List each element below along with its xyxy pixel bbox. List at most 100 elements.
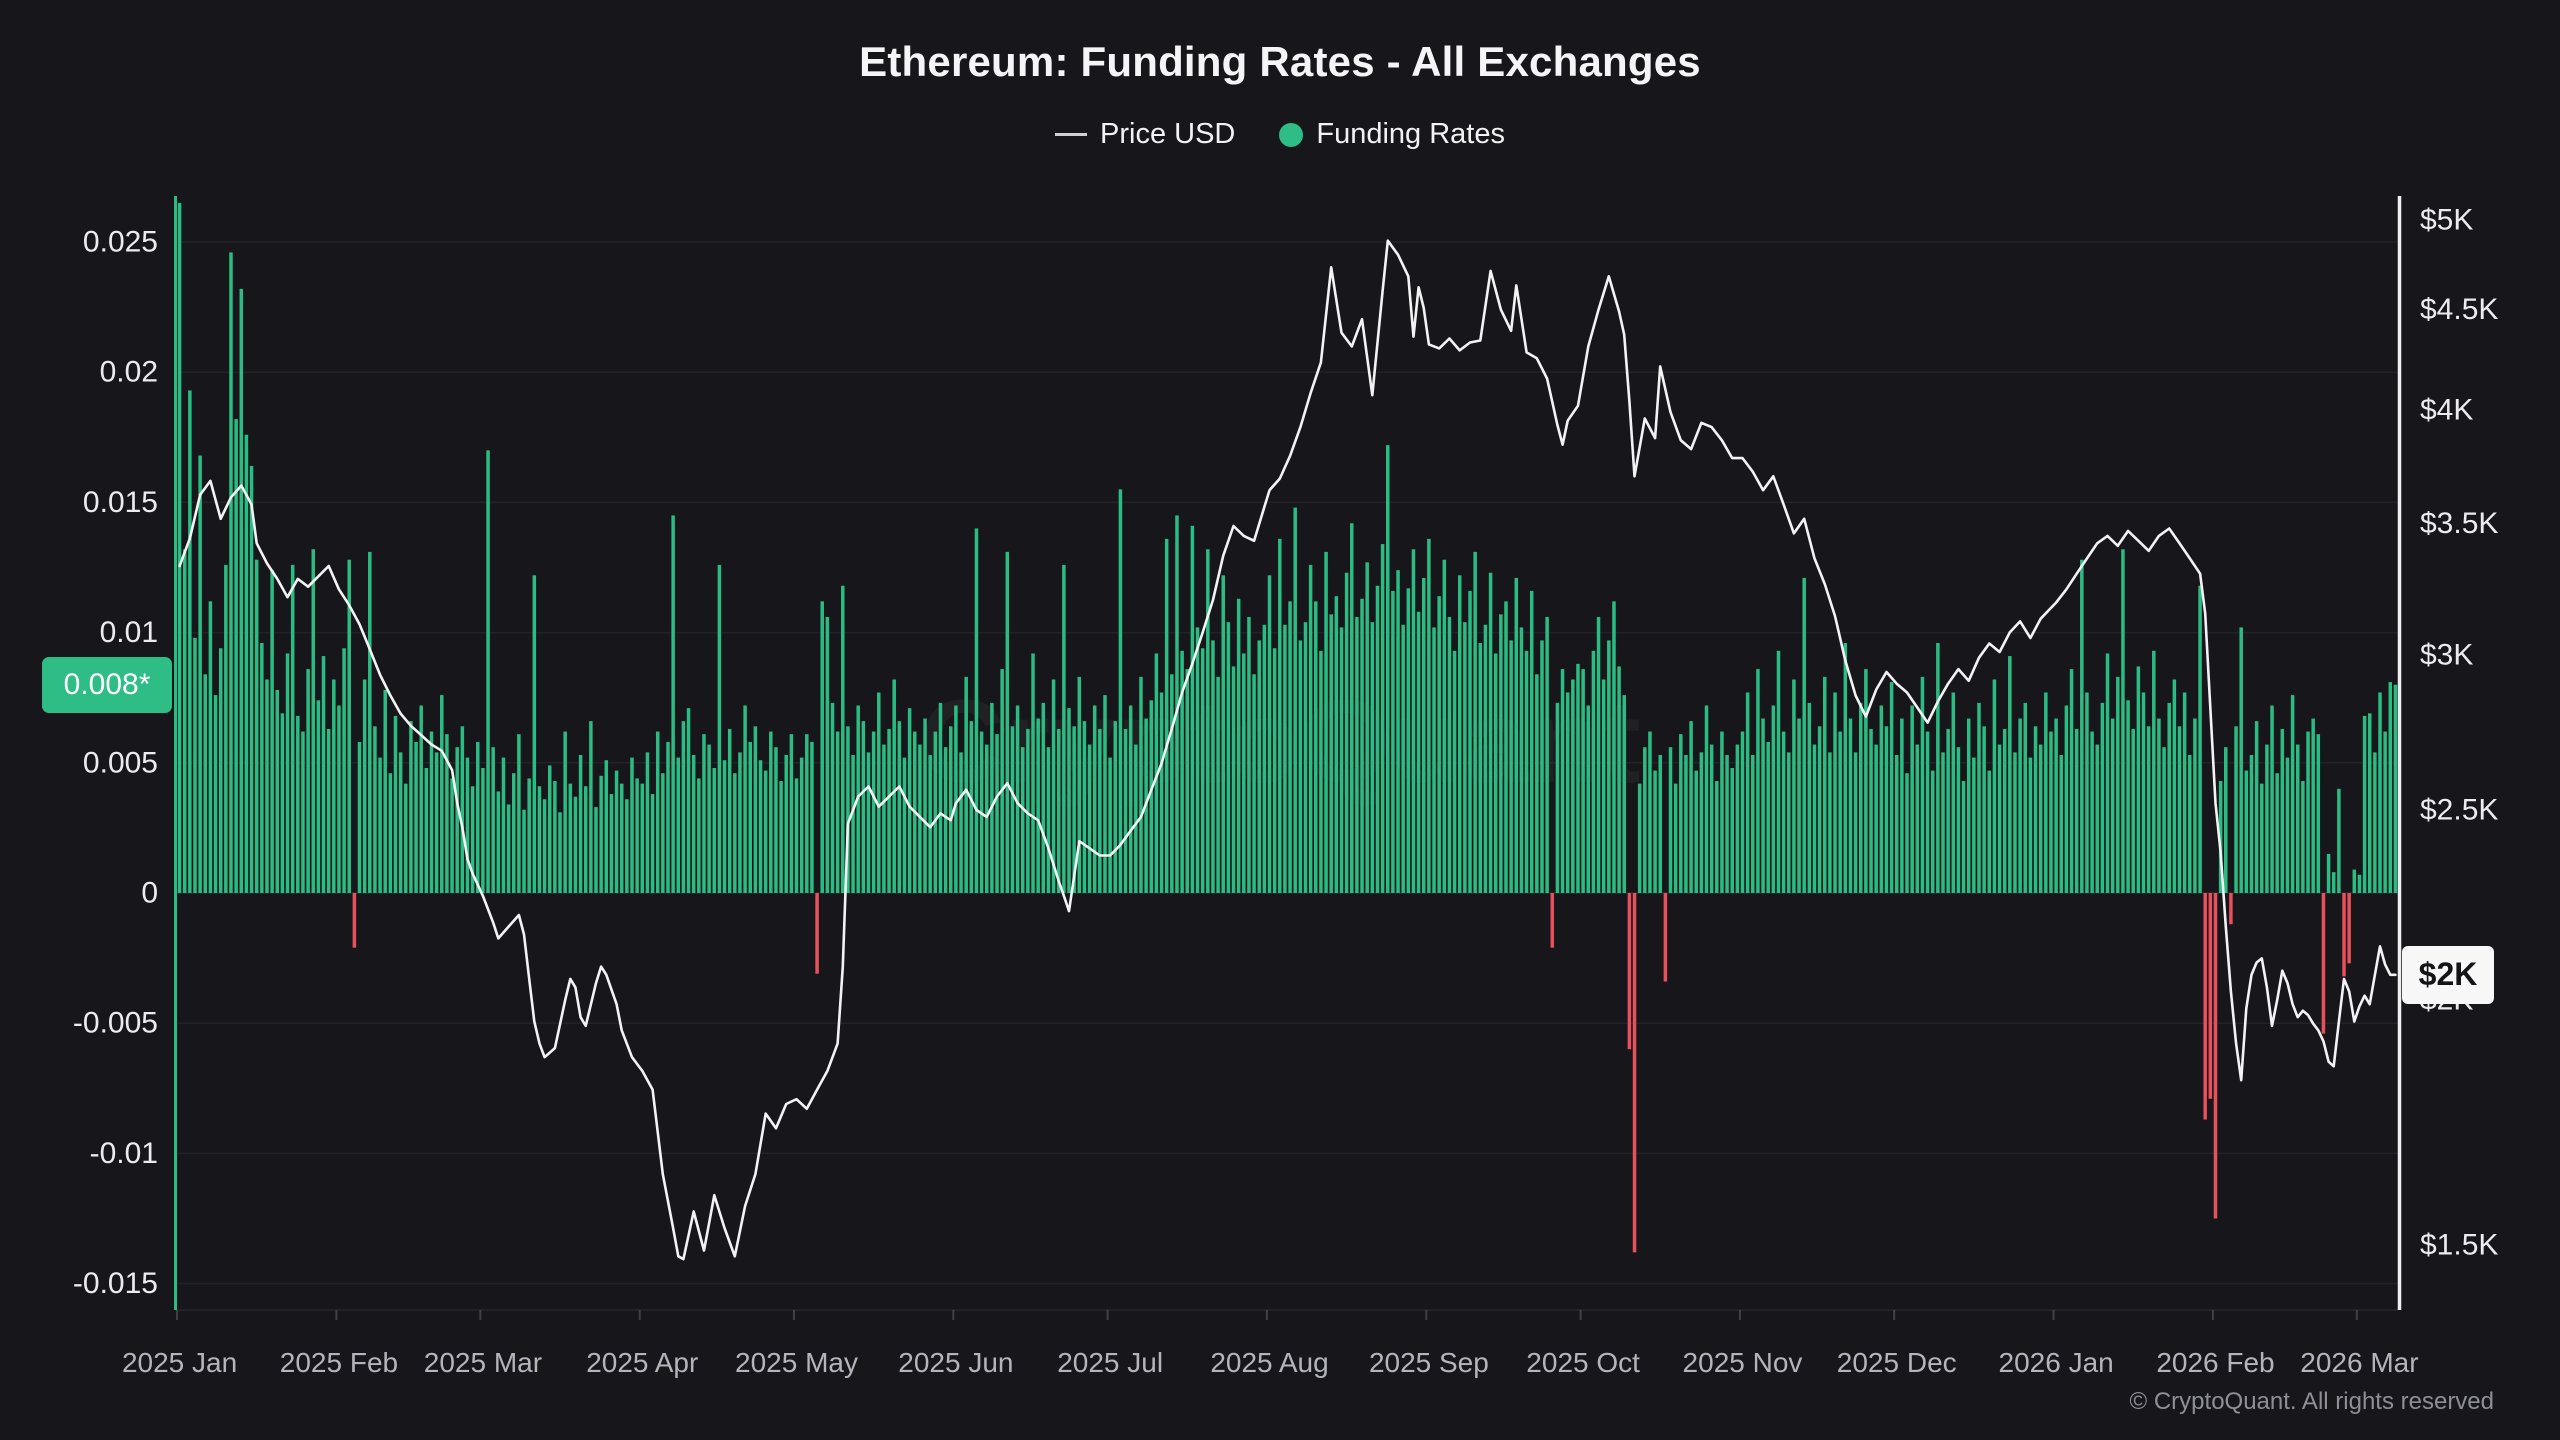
funding-bar [969, 721, 974, 893]
funding-bar [1473, 551, 1477, 893]
funding-bar [655, 731, 660, 893]
funding-bar [2018, 718, 2022, 893]
funding-bar [2213, 893, 2218, 1219]
funding-bar [897, 721, 902, 893]
funding-bar [2105, 653, 2110, 893]
funding-bar [789, 734, 794, 893]
funding-bar [501, 757, 506, 893]
funding-bar [1761, 718, 1765, 893]
copyright-text: © CryptoQuant. All rights reserved [2129, 1388, 2495, 1415]
left-axis-label: 0.005 [83, 746, 158, 779]
funding-bar [949, 726, 953, 893]
funding-bar [1920, 676, 1925, 893]
funding-bar [1303, 622, 1308, 893]
funding-bar [2367, 713, 2372, 893]
funding-bar [1828, 752, 1832, 893]
funding-bar [537, 786, 542, 893]
funding-bar [861, 721, 866, 893]
funding-bar [2131, 728, 2135, 893]
funding-bar [2141, 692, 2146, 893]
funding-bar [1869, 728, 1873, 893]
funding-bar [311, 549, 315, 893]
funding-bar [1936, 643, 1940, 893]
funding-bar [1617, 666, 1621, 893]
funding-bar [1015, 705, 1020, 893]
funding-bar [1951, 692, 1956, 893]
funding-bar [1247, 616, 1251, 893]
funding-bar [2383, 731, 2387, 893]
funding-bar [1781, 731, 1786, 893]
funding-bar [1360, 598, 1364, 893]
funding-bar [1180, 650, 1184, 893]
funding-bar [1751, 754, 1755, 893]
funding-bar [1355, 616, 1359, 893]
funding-bar [1036, 718, 1040, 893]
funding-bar [877, 692, 881, 893]
legend-item-funding-rates[interactable]: Funding Rates [1279, 118, 1505, 151]
funding-bar [892, 679, 896, 893]
funding-bar [1545, 616, 1549, 893]
funding-bar [830, 702, 835, 893]
funding-bar [923, 718, 927, 893]
funding-bar [1427, 538, 1431, 893]
funding-bar [666, 741, 670, 893]
funding-bar [527, 778, 531, 893]
funding-bar [2249, 754, 2254, 893]
funding-bar [1005, 551, 1010, 893]
funding-bar [1463, 622, 1467, 893]
funding-bar [321, 656, 326, 893]
funding-bar [563, 731, 567, 893]
funding-bar [326, 728, 331, 893]
funding-bar [820, 601, 824, 893]
funding-bar [1699, 752, 1704, 893]
funding-bar [1956, 747, 1961, 893]
funding-bar [1185, 669, 1189, 893]
funding-bar [1396, 570, 1400, 893]
funding-bar [1997, 744, 2002, 893]
funding-bar [1596, 616, 1601, 893]
funding-bar [2157, 718, 2161, 893]
funding-bar [794, 778, 799, 893]
funding-bar [1267, 575, 1272, 893]
funding-bar [1900, 718, 1904, 893]
funding-bar [738, 752, 742, 893]
funding-bar [352, 893, 357, 948]
funding-bar [409, 721, 413, 893]
funding-bar [198, 455, 202, 893]
funding-bar [1591, 650, 1596, 893]
legend-item-price-usd[interactable]: Price USD [1055, 118, 1235, 151]
funding-bar [1612, 601, 1616, 893]
funding-bar [2008, 656, 2012, 893]
funding-bar [1098, 728, 1102, 893]
funding-bar [630, 757, 634, 893]
right-axis-label: $4K [2420, 393, 2473, 426]
funding-bar [707, 744, 711, 893]
funding-bar [1735, 744, 1740, 893]
funding-bar [1504, 601, 1508, 893]
funding-bar [2234, 726, 2238, 893]
funding-bar [1694, 770, 1698, 893]
funding-bar [1725, 754, 1729, 893]
funding-bar [1288, 601, 1292, 893]
funding-bar [1581, 669, 1585, 893]
funding-bar [2167, 702, 2171, 893]
funding-bar [1607, 640, 1611, 893]
funding-bar [2270, 705, 2274, 893]
funding-bar [1915, 744, 1920, 893]
left-axis-label: 0 [141, 877, 158, 910]
funding-bar [1416, 611, 1421, 893]
funding-bar [1190, 525, 1195, 893]
funding-bar [2331, 872, 2336, 893]
funding-bar [2290, 695, 2295, 893]
x-axis-label: 2025 Feb [280, 1347, 398, 1378]
funding-bar [1072, 726, 1076, 893]
funding-bar [506, 804, 511, 893]
funding-bar [239, 288, 244, 893]
funding-bar [2054, 718, 2058, 893]
funding-bar [2347, 893, 2351, 964]
funding-bar [1905, 773, 1909, 893]
funding-bar [1653, 770, 1657, 893]
funding-bar [2146, 726, 2151, 893]
funding-bar [2388, 682, 2393, 893]
